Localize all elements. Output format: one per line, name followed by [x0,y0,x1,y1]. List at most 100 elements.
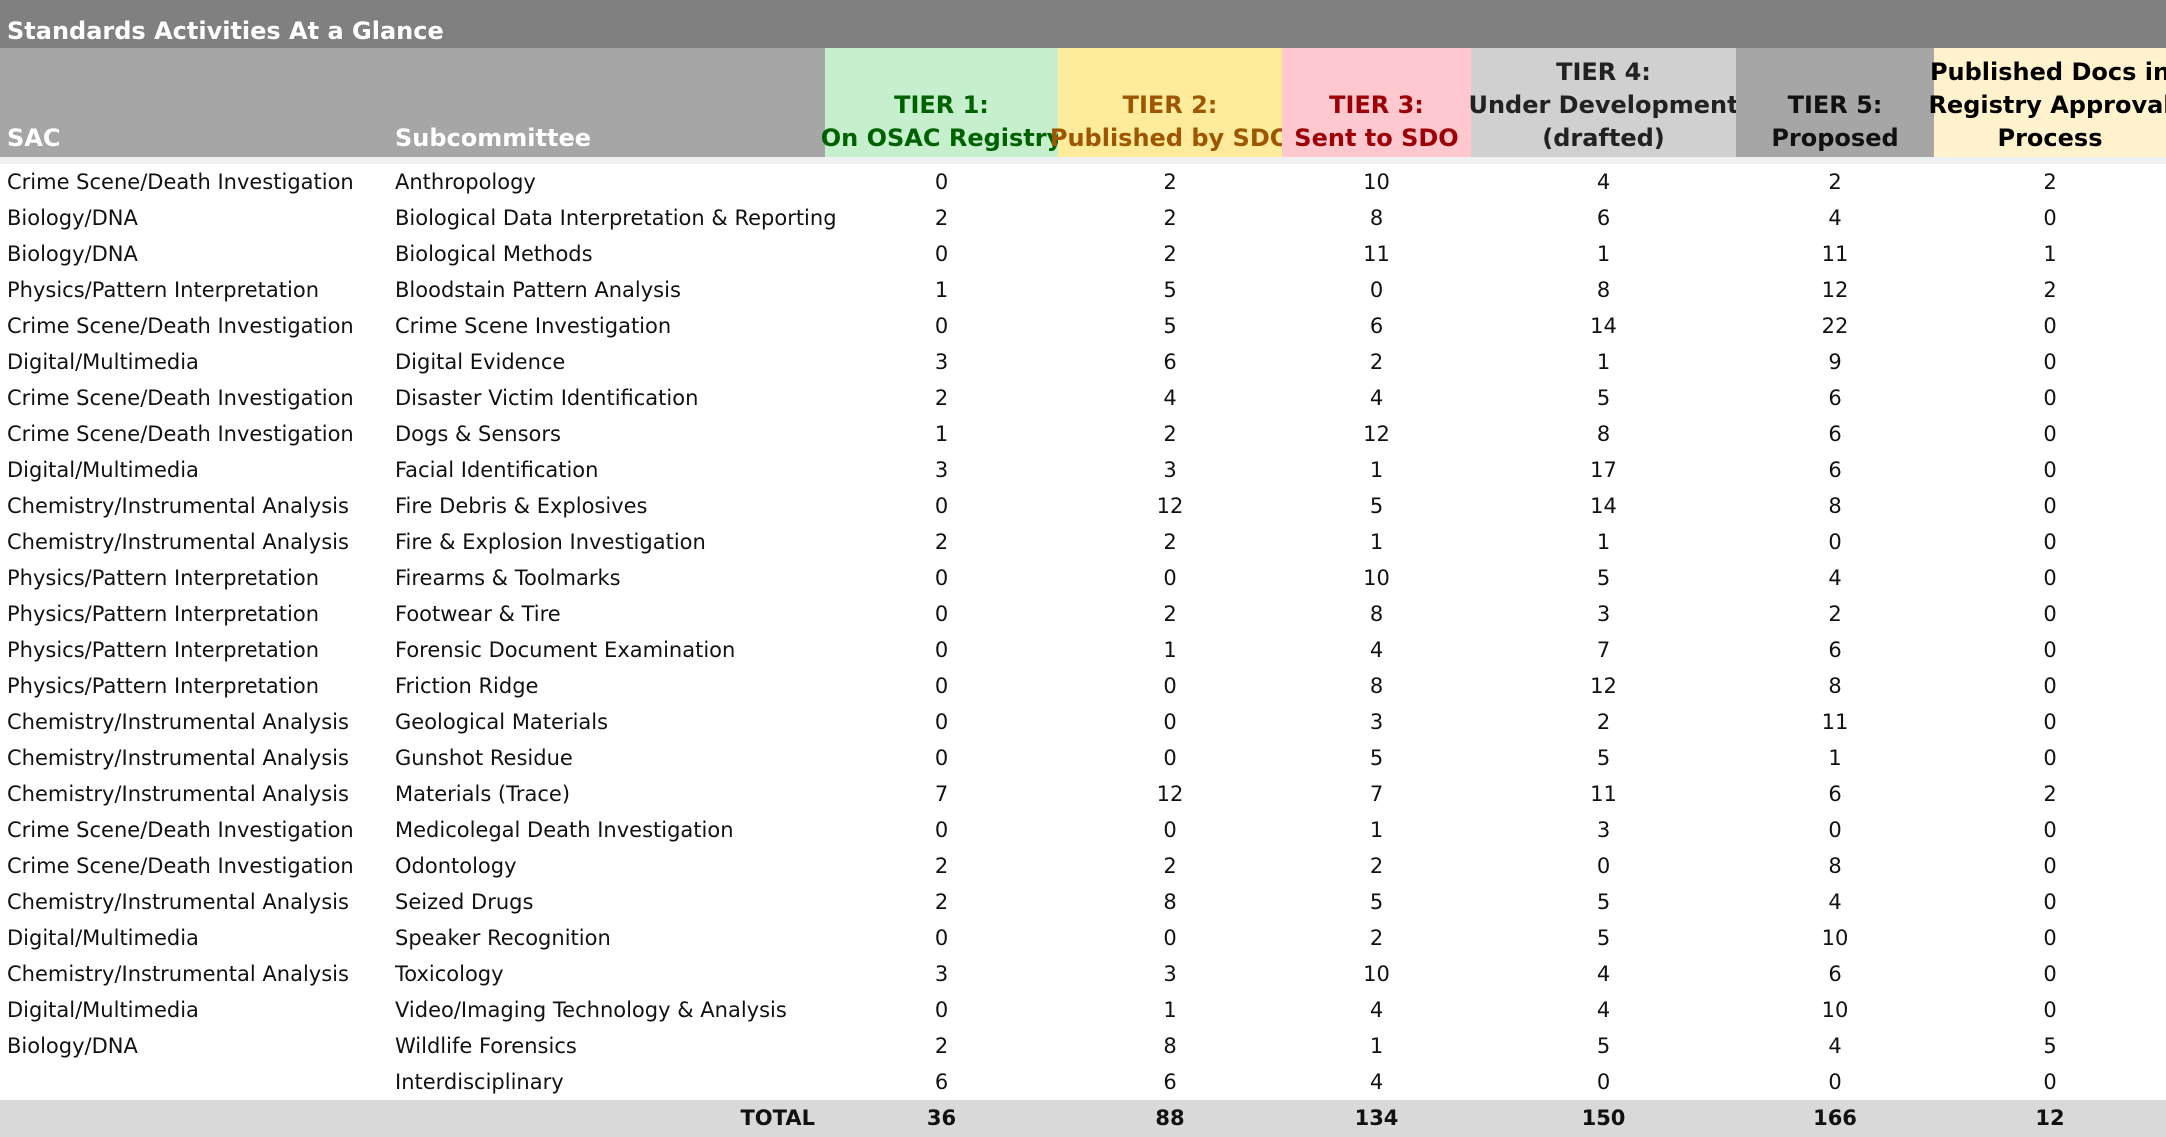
header-line: On OSAC Registry [820,124,1063,152]
count-cell: 0 [934,926,949,950]
subcommittee-cell: Seized Drugs [395,890,534,914]
sac-cell: Crime Scene/Death Investigation [7,386,354,410]
subcommittee-cell: Odontology [395,854,517,878]
count-cell: 0 [934,746,949,770]
count-cell: 0 [2043,998,2057,1022]
count-cell: 8 [1369,206,1384,230]
count-cell: 12 [1590,674,1617,698]
count-cell: 2 [1369,854,1384,878]
count-cell: 0 [1163,710,1177,734]
count-cell: 10 [1821,926,1849,950]
count-cell: 4 [1596,170,1611,194]
sac-cell: Crime Scene/Death Investigation [7,170,354,194]
header-row: SAC Subcommittee TIER 1: On OSAC Registry TI… [0,48,2166,157]
count-cell: 2 [1369,926,1384,950]
count-cell: 5 [2043,1034,2057,1058]
total-cell: 36 [926,1106,957,1130]
count-cell: 0 [2043,710,2057,734]
count-cell: 8 [1369,602,1384,626]
subcommittee-cell: Wildlife Forensics [395,1034,577,1058]
table-body: Crime Scene/Death Investigation Anthropol… [0,164,2166,1100]
sac-cell: Chemistry/Instrumental Analysis [7,530,349,554]
subcommittee-cell: Fire & Explosion Investigation [395,530,706,554]
count-cell: 1 [1596,242,1611,266]
count-cell: 11 [1363,242,1390,266]
count-cell: 0 [2043,926,2057,950]
subcommittee-cell: Firearms & Toolmarks [395,566,621,590]
header-line: TIER 1: [894,91,989,119]
sac-cell: Digital/Multimedia [7,458,199,482]
count-cell: 2 [2043,278,2057,302]
count-cell: 1 [1369,818,1384,842]
count-cell: 5 [1596,746,1611,770]
count-cell: 10 [1363,962,1390,986]
count-cell: 0 [2043,530,2057,554]
count-cell: 5 [1369,890,1384,914]
subcommittee-cell: Interdisciplinary [395,1070,564,1094]
count-cell: 6 [1163,1070,1177,1094]
count-cell: 5 [1596,1034,1611,1058]
count-cell: 8 [1163,890,1177,914]
header-line: Sent to SDO [1294,124,1459,152]
total-cell: 12 [2035,1106,2065,1130]
count-cell: 3 [934,962,949,986]
sac-cell: Chemistry/Instrumental Analysis [7,494,349,518]
count-cell: 2 [934,1034,949,1058]
count-cell: 6 [1828,638,1842,662]
sac-cell: Physics/Pattern Interpretation [7,566,320,590]
total-cell: 88 [1155,1106,1185,1130]
header-divider [0,157,2166,164]
count-cell: 0 [934,710,949,734]
count-cell: 0 [934,242,949,266]
count-cell: 0 [1163,674,1177,698]
sac-cell: Digital/Multimedia [7,350,199,374]
count-cell: 7 [1596,638,1611,662]
sac-cell: Chemistry/Instrumental Analysis [7,962,349,986]
header-line: Published by SDO [1049,124,1291,152]
sac-cell: Chemistry/Instrumental Analysis [7,710,349,734]
count-cell: 1 [1369,530,1384,554]
sac-cell: Physics/Pattern Interpretation [7,638,320,662]
count-cell: 2 [1828,170,1842,194]
header-line: Process [1997,124,2103,152]
subcommittee-cell: Video/Imaging Technology & Analysis [395,998,787,1022]
count-cell: 4 [1163,386,1177,410]
count-cell: 6 [1163,350,1177,374]
count-cell: 0 [934,494,949,518]
count-cell: 6 [934,1070,949,1094]
table-cell [0,1064,388,1100]
count-cell: 3 [1163,962,1177,986]
count-cell: 0 [934,674,949,698]
subcommittee-cell: Facial Identification [395,458,599,482]
count-cell: 4 [1828,566,1842,590]
count-cell: 5 [1596,386,1611,410]
count-cell: 8 [1596,278,1611,302]
count-cell: 0 [2043,962,2057,986]
count-cell: 1 [1596,350,1611,374]
count-cell: 12 [1363,422,1390,446]
count-cell: 0 [2043,638,2057,662]
count-cell: 0 [934,314,949,338]
count-cell: 0 [2043,350,2057,374]
sac-cell: Biology/DNA [7,1034,138,1058]
count-cell: 12 [1156,782,1184,806]
subcommittee-cell: Forensic Document Examination [395,638,736,662]
count-cell: 2 [934,854,949,878]
count-cell: 0 [1596,854,1611,878]
count-cell: 2 [2043,782,2057,806]
count-cell: 4 [1369,638,1384,662]
subcommittee-cell: Footwear & Tire [395,602,561,626]
count-cell: 0 [2043,890,2057,914]
subcommittee-cell: Materials (Trace) [395,782,571,806]
count-cell: 0 [2043,746,2057,770]
column-header: Published Docs in Registry Approval Proces… [1928,48,2166,157]
sac-cell: Physics/Pattern Interpretation [7,674,320,698]
count-cell: 5 [1596,890,1611,914]
subcommittee-cell: Anthropology [395,170,536,194]
sac-cell: Digital/Multimedia [7,926,199,950]
count-cell: 1 [2043,242,2057,266]
count-cell: 3 [1596,818,1611,842]
subcommittee-cell: Friction Ridge [395,674,539,698]
count-cell: 1 [934,278,949,302]
